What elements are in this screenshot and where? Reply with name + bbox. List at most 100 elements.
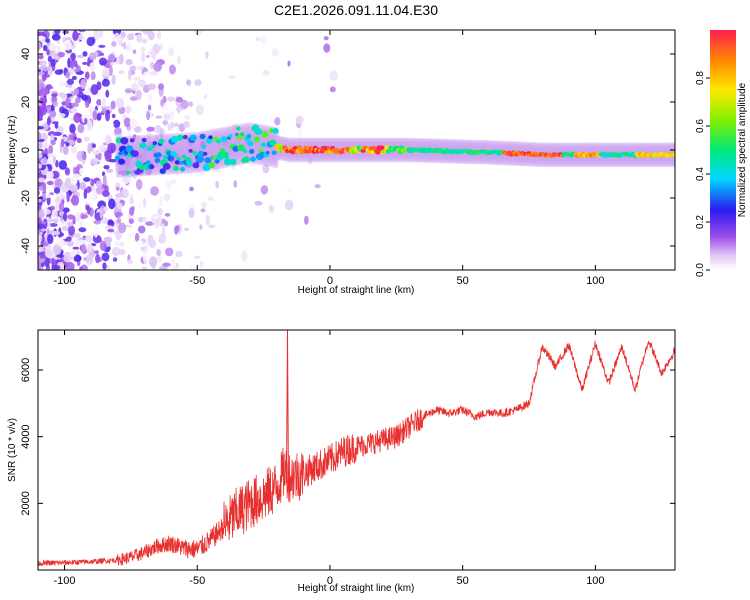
spectrogram-noise-cell xyxy=(194,79,202,86)
spectrogram-noise-cell xyxy=(174,225,179,235)
spectrogram-noise-cell xyxy=(50,110,57,118)
spectrogram-noise-cell xyxy=(175,96,183,103)
spectrogram-noise-cell xyxy=(205,214,211,226)
spectrogram-noise-cell xyxy=(76,212,80,223)
spectrogram-y-tick-label: -40 xyxy=(20,238,32,254)
spectrogram-noise-cell xyxy=(73,88,80,96)
snr-x-tick-label: -50 xyxy=(189,575,205,587)
spectrogram-noise-cell xyxy=(64,167,71,176)
spectrogram-noise-cell xyxy=(157,208,163,216)
spectrogram-ridge-cell xyxy=(192,150,197,155)
spectrogram-ridge-cell xyxy=(173,165,179,171)
spectrogram-noise-cell xyxy=(135,179,143,190)
spectrogram-noise-cell xyxy=(105,89,110,98)
spectrogram-noise-cell xyxy=(129,65,137,72)
spectrogram-noise-cell xyxy=(98,144,105,152)
spectrogram-noise-cell xyxy=(146,111,151,121)
spectrogram-noise-cell xyxy=(46,116,51,126)
snr-y-tick-label: 2000 xyxy=(20,491,32,515)
spectrogram-noise-cell xyxy=(83,177,91,182)
spectrogram-y-tick-label: 0 xyxy=(20,147,32,153)
spectrogram-noise-cell xyxy=(142,197,147,208)
spectrogram-noise-cell xyxy=(63,251,72,263)
spectrogram-ridge-cell xyxy=(167,155,175,162)
spectrogram-noise-cell xyxy=(142,252,147,264)
spectrogram-noise-cell xyxy=(72,232,81,238)
spectrogram-noise-cell xyxy=(147,234,154,246)
spectrogram-noise-cell xyxy=(183,227,189,232)
spectrogram-noise-cell xyxy=(137,225,146,234)
spectrogram-noise-cell xyxy=(78,181,87,190)
spectrogram-noise-cell xyxy=(129,194,134,198)
spectrogram-noise-cell xyxy=(38,121,46,125)
spectrogram-noise-cell xyxy=(140,46,146,53)
spectrogram-noise-cell xyxy=(82,51,88,57)
spectrogram-noise-cell xyxy=(40,60,47,67)
spectrogram-noise-cell xyxy=(87,243,93,254)
spectrogram-noise-cell xyxy=(129,206,135,216)
spectrogram-noise-cell xyxy=(71,75,77,80)
spectrogram-noise-cell xyxy=(80,78,87,90)
spectrogram-noise-cell xyxy=(48,43,57,52)
spectrogram-noise-cell xyxy=(124,226,131,230)
spectrogram-noise-cell xyxy=(112,119,121,129)
spectrogram-ridge-cell xyxy=(131,150,139,158)
spectrogram-noise-cell xyxy=(146,130,152,140)
spectrogram-noise-cell xyxy=(114,182,121,189)
spectrogram-noise-cell xyxy=(194,255,201,259)
spectrogram-noise-cell xyxy=(63,39,72,51)
spectrogram-noise-cell xyxy=(200,208,206,213)
spectrogram-noise-cell xyxy=(142,30,151,36)
spectrogram-noise-cell xyxy=(132,134,137,140)
spectrogram-noise-cell xyxy=(99,240,107,252)
spectrogram-noise-cell xyxy=(72,31,79,42)
spectrogram-noise-cell xyxy=(79,266,83,270)
spectrogram-noise-cell xyxy=(151,214,159,225)
spectrogram-noise-cell xyxy=(163,193,171,202)
spectrogram-noise-cell xyxy=(199,224,203,230)
spectrogram-ridge-cell xyxy=(201,144,207,149)
spectrogram-ridge-cell xyxy=(120,137,129,145)
spectrogram-ridge-cell xyxy=(162,162,171,170)
spectrogram-noise-cell xyxy=(121,175,131,184)
spectrogram-noise-cell xyxy=(156,249,161,256)
spectrogram-noise-cell xyxy=(52,101,59,107)
spectrogram-noise-cell xyxy=(53,218,59,224)
spectrogram-ridge-cell xyxy=(260,142,267,148)
spectrogram-noise-cell xyxy=(97,92,101,97)
spectrogram-noise-cell xyxy=(78,227,87,233)
spectrogram-noise-cell xyxy=(129,96,138,101)
spectrogram-noise-cell xyxy=(146,126,156,132)
spectrogram-noise-cell xyxy=(38,233,42,243)
spectrogram-noise-cell xyxy=(154,124,162,134)
spectrogram-noise-cell xyxy=(107,142,117,154)
spectrogram-noise-cell xyxy=(87,142,92,154)
spectrogram-noise-cell xyxy=(93,219,101,225)
spectrogram-ridge-cell xyxy=(146,146,153,152)
spectrogram-x-tick-label: 0 xyxy=(327,275,333,287)
spectrogram-noise-cell xyxy=(254,201,263,206)
spectrogram-noise-cell xyxy=(329,86,336,93)
spectrogram-noise-cell xyxy=(78,237,84,241)
spectrogram-noise-cell xyxy=(85,101,90,109)
spectrogram-noise-cell xyxy=(77,54,84,59)
spectrogram-ridge-cell xyxy=(152,141,158,146)
spectrogram-noise-cell xyxy=(262,164,270,174)
spectrogram-noise-cell xyxy=(109,61,114,66)
spectrogram-ridge-cell xyxy=(176,134,184,141)
spectrogram-ridge-cell xyxy=(265,150,270,155)
spectrogram-noise-cell xyxy=(141,38,148,44)
spectrogram-noise-cell xyxy=(51,230,61,236)
spectrogram-ridge-cell xyxy=(170,151,177,157)
spectrogram-noise-cell xyxy=(65,71,71,79)
spectrogram-noise-cell xyxy=(164,220,169,227)
spectrogram-noise-cell xyxy=(323,36,329,41)
spectrogram-cells xyxy=(38,30,675,270)
spectrogram-noise-cell xyxy=(307,157,313,165)
spectrogram-noise-cell xyxy=(127,232,134,238)
spectrogram-noise-cell xyxy=(38,54,44,60)
spectrogram-noise-cell xyxy=(165,180,172,190)
colorbar-tick-label: 0.2 xyxy=(695,215,706,229)
spectrogram-ridge-cell xyxy=(253,136,261,143)
spectrogram-noise-cell xyxy=(329,70,338,81)
